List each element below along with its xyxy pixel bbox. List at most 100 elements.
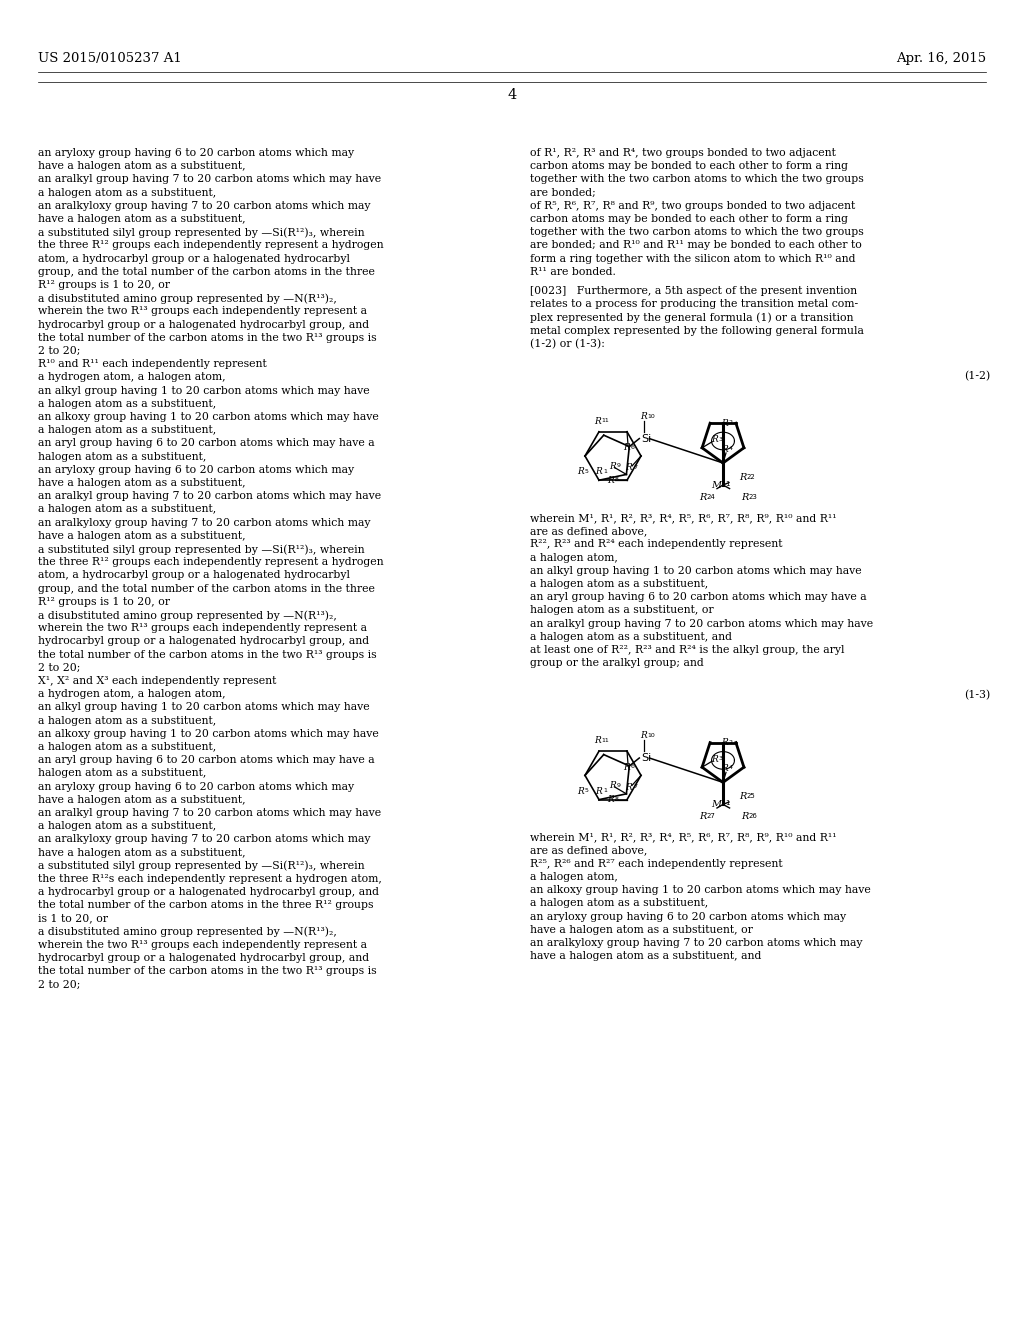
Text: an aryloxy group having 6 to 20 carbon atoms which may: an aryloxy group having 6 to 20 carbon a… [38, 148, 354, 158]
Text: an alkyl group having 1 to 20 carbon atoms which may have: an alkyl group having 1 to 20 carbon ato… [38, 385, 370, 396]
Text: relates to a process for producing the transition metal com-: relates to a process for producing the t… [530, 300, 858, 309]
Text: 26: 26 [749, 813, 758, 820]
Text: R: R [640, 731, 647, 741]
Text: 11: 11 [602, 418, 609, 424]
Text: R: R [739, 792, 746, 801]
Text: R: R [578, 467, 585, 477]
Text: 1: 1 [725, 480, 729, 487]
Text: have a halogen atom as a substituent, or: have a halogen atom as a substituent, or [530, 925, 753, 935]
Text: a hydrocarbyl group or a halogenated hydrocarbyl group, and: a hydrocarbyl group or a halogenated hyd… [38, 887, 379, 898]
Text: an aralkyl group having 7 to 20 carbon atoms which may have: an aralkyl group having 7 to 20 carbon a… [530, 619, 873, 628]
Text: (1-2): (1-2) [964, 371, 990, 381]
Text: wherein M¹, R¹, R², R³, R⁴, R⁵, R⁶, R⁷, R⁸, R⁹, R¹⁰ and R¹¹: wherein M¹, R¹, R², R³, R⁴, R⁵, R⁶, R⁷, … [530, 513, 837, 523]
Text: wherein M¹, R¹, R², R³, R⁴, R⁵, R⁶, R⁷, R⁸, R⁹, R¹⁰ and R¹¹: wherein M¹, R¹, R², R³, R⁴, R⁵, R⁶, R⁷, … [530, 833, 837, 842]
Text: 8: 8 [615, 478, 618, 482]
Text: halogen atom as a substituent,: halogen atom as a substituent, [38, 768, 207, 779]
Text: R: R [722, 445, 728, 454]
Text: a halogen atom as a substituent,: a halogen atom as a substituent, [530, 899, 709, 908]
Text: have a halogen atom as a substituent,: have a halogen atom as a substituent, [38, 214, 246, 224]
Text: a disubstituted amino group represented by —N(R¹³)₂,: a disubstituted amino group represented … [38, 927, 337, 937]
Text: the total number of the carbon atoms in the two R¹³ groups is: the total number of the carbon atoms in … [38, 966, 377, 977]
Text: 25: 25 [746, 793, 756, 800]
Text: are bonded; and R¹⁰ and R¹¹ may be bonded to each other to: are bonded; and R¹⁰ and R¹¹ may be bonde… [530, 240, 862, 251]
Text: have a halogen atom as a substituent,: have a halogen atom as a substituent, [38, 161, 246, 172]
Text: of R⁵, R⁶, R⁷, R⁸ and R⁹, two groups bonded to two adjacent: of R⁵, R⁶, R⁷, R⁸ and R⁹, two groups bon… [530, 201, 855, 211]
Text: metal complex represented by the following general formula: metal complex represented by the followi… [530, 326, 864, 335]
Text: hydrocarbyl group or a halogenated hydrocarbyl group, and: hydrocarbyl group or a halogenated hydro… [38, 636, 369, 647]
Text: an aralkyloxy group having 7 to 20 carbon atoms which may: an aralkyloxy group having 7 to 20 carbo… [530, 939, 862, 948]
Text: 2: 2 [728, 420, 732, 425]
Text: R: R [594, 417, 601, 425]
Text: the total number of the carbon atoms in the three R¹² groups: the total number of the carbon atoms in … [38, 900, 374, 911]
Text: R: R [721, 738, 727, 747]
Text: of R¹, R², R³ and R⁴, two groups bonded to two adjacent: of R¹, R², R³ and R⁴, two groups bonded … [530, 148, 836, 158]
Text: wherein the two R¹³ groups each independently represent a: wherein the two R¹³ groups each independ… [38, 940, 367, 950]
Text: wherein the two R¹³ groups each independently represent a: wherein the two R¹³ groups each independ… [38, 623, 367, 634]
Text: an aryloxy group having 6 to 20 carbon atoms which may: an aryloxy group having 6 to 20 carbon a… [530, 912, 846, 921]
Text: R: R [739, 473, 746, 482]
Text: an aralkyloxy group having 7 to 20 carbon atoms which may: an aralkyloxy group having 7 to 20 carbo… [38, 517, 371, 528]
Text: R: R [640, 412, 647, 421]
Text: an aryl group having 6 to 20 carbon atoms which may have a: an aryl group having 6 to 20 carbon atom… [38, 438, 375, 449]
Text: group or the aralkyl group; and: group or the aralkyl group; and [530, 659, 703, 668]
Text: together with the two carbon atoms to which the two groups: together with the two carbon atoms to wh… [530, 227, 864, 238]
Text: an aryl group having 6 to 20 carbon atoms which may have a: an aryl group having 6 to 20 carbon atom… [38, 755, 375, 766]
Text: R¹² groups is 1 to 20, or: R¹² groups is 1 to 20, or [38, 597, 170, 607]
Text: R¹¹ are bonded.: R¹¹ are bonded. [530, 267, 615, 277]
Text: carbon atoms may be bonded to each other to form a ring: carbon atoms may be bonded to each other… [530, 161, 848, 172]
Text: R: R [722, 764, 728, 774]
Text: 6: 6 [631, 764, 635, 770]
Text: an alkoxy group having 1 to 20 carbon atoms which may have: an alkoxy group having 1 to 20 carbon at… [530, 886, 870, 895]
Text: R: R [607, 795, 614, 804]
Text: halogen atom as a substituent,: halogen atom as a substituent, [38, 451, 207, 462]
Text: wherein the two R¹³ groups each independently represent a: wherein the two R¹³ groups each independ… [38, 306, 367, 317]
Text: are as defined above,: are as defined above, [530, 846, 647, 855]
Text: a halogen atom as a substituent,: a halogen atom as a substituent, [38, 715, 216, 726]
Text: an aralkyloxy group having 7 to 20 carbon atoms which may: an aralkyloxy group having 7 to 20 carbo… [38, 834, 371, 845]
Text: plex represented by the general formula (1) or a transition: plex represented by the general formula … [530, 313, 853, 323]
Text: atom, a hydrocarbyl group or a halogenated hydrocarbyl: atom, a hydrocarbyl group or a halogenat… [38, 570, 350, 581]
Text: Si: Si [641, 752, 651, 763]
Text: a halogen atom as a substituent,: a halogen atom as a substituent, [38, 399, 216, 409]
Text: 6: 6 [631, 445, 635, 450]
Text: Si: Si [641, 433, 651, 444]
Text: have a halogen atom as a substituent,: have a halogen atom as a substituent, [38, 478, 246, 488]
Text: a halogen atom,: a halogen atom, [530, 873, 617, 882]
Text: a disubstituted amino group represented by —N(R¹³)₂,: a disubstituted amino group represented … [38, 293, 337, 304]
Text: R: R [721, 418, 727, 428]
Text: R¹² groups is 1 to 20, or: R¹² groups is 1 to 20, or [38, 280, 170, 290]
Text: 1: 1 [603, 788, 607, 793]
Text: 2: 2 [728, 739, 732, 744]
Text: R: R [609, 781, 615, 791]
Text: have a halogen atom as a substituent,: have a halogen atom as a substituent, [38, 795, 246, 805]
Text: a halogen atom as a substituent,: a halogen atom as a substituent, [38, 821, 216, 832]
Text: 1: 1 [603, 469, 607, 474]
Text: an alkyl group having 1 to 20 carbon atoms which may have: an alkyl group having 1 to 20 carbon ato… [530, 566, 861, 576]
Text: R: R [594, 737, 601, 744]
Text: an aralkyl group having 7 to 20 carbon atoms which may have: an aralkyl group having 7 to 20 carbon a… [38, 808, 381, 818]
Text: an alkyl group having 1 to 20 carbon atoms which may have: an alkyl group having 1 to 20 carbon ato… [38, 702, 370, 713]
Text: is 1 to 20, or: is 1 to 20, or [38, 913, 108, 924]
Text: R: R [741, 492, 749, 502]
Text: have a halogen atom as a substituent, and: have a halogen atom as a substituent, an… [530, 952, 762, 961]
Text: a substituted silyl group represented by —Si(R¹²)₃, wherein: a substituted silyl group represented by… [38, 544, 365, 554]
Text: a halogen atom as a substituent,: a halogen atom as a substituent, [38, 425, 216, 436]
Text: R: R [607, 475, 614, 484]
Text: 24: 24 [707, 494, 716, 500]
Text: (1-3): (1-3) [964, 690, 990, 701]
Text: M: M [711, 800, 721, 809]
Text: 8: 8 [615, 797, 618, 801]
Text: 1: 1 [725, 800, 729, 807]
Text: together with the two carbon atoms to which the two groups: together with the two carbon atoms to wh… [530, 174, 864, 185]
Text: an aryl group having 6 to 20 carbon atoms which may have a: an aryl group having 6 to 20 carbon atom… [530, 593, 866, 602]
Text: the three R¹² groups each independently represent a hydrogen: the three R¹² groups each independently … [38, 557, 384, 568]
Text: are bonded;: are bonded; [530, 187, 596, 198]
Text: 10: 10 [647, 413, 655, 418]
Text: 2 to 20;: 2 to 20; [38, 346, 80, 356]
Text: 27: 27 [707, 813, 716, 820]
Text: 23: 23 [749, 494, 758, 500]
Text: 4: 4 [507, 88, 517, 102]
Text: have a halogen atom as a substituent,: have a halogen atom as a substituent, [38, 847, 246, 858]
Text: 7: 7 [633, 465, 637, 470]
Text: a substituted silyl group represented by —Si(R¹²)₃, wherein: a substituted silyl group represented by… [38, 861, 365, 871]
